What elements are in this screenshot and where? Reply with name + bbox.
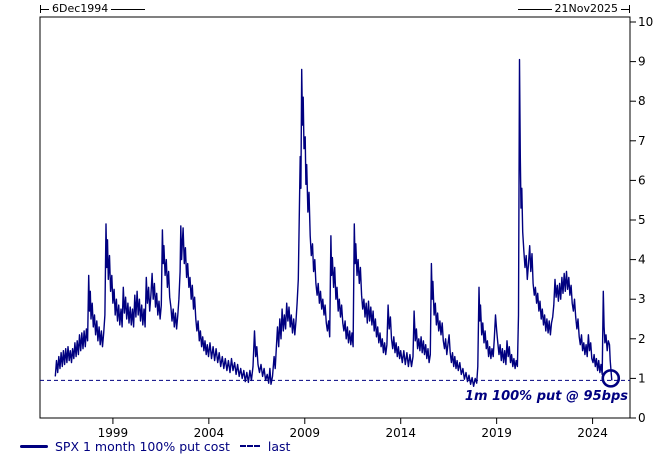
range-line-icon xyxy=(41,8,49,10)
last-dash-swatch-icon xyxy=(239,445,260,447)
legend: SPX 1 month 100% put cost last xyxy=(20,438,290,454)
y-tick-label: 1 xyxy=(638,371,646,385)
range-tick-right-icon xyxy=(629,5,630,13)
y-tick-label: 2 xyxy=(638,332,646,346)
range-tick-left-icon xyxy=(40,5,41,13)
range-line-icon xyxy=(517,8,552,10)
y-tick-label: 6 xyxy=(638,173,646,187)
y-tick-label: 0 xyxy=(638,411,646,425)
y-tick-label: 10 xyxy=(638,15,653,29)
x-tick-label: 1999 xyxy=(98,426,129,440)
date-range-end: 21Nov2025 xyxy=(517,2,630,15)
plot-border xyxy=(39,16,631,419)
x-tick-label: 2024 xyxy=(577,426,608,440)
date-range-start: 6Dec1994 xyxy=(40,2,146,15)
x-tick-label: 2019 xyxy=(481,426,512,440)
series-legend-label: SPX 1 month 100% put cost xyxy=(55,438,230,454)
x-tick-label: 2009 xyxy=(290,426,321,440)
series-line xyxy=(54,58,613,387)
y-tick-label: 4 xyxy=(638,253,646,267)
y-tick-label: 8 xyxy=(638,94,646,108)
last-value-annotation: 1m 100% put @ 95bps xyxy=(464,389,628,404)
y-tick-label: 7 xyxy=(638,134,646,148)
last-point-marker xyxy=(601,369,621,388)
range-line-icon xyxy=(621,8,629,10)
y-tick-label: 3 xyxy=(638,292,646,306)
y-tick-label: 5 xyxy=(638,213,646,227)
range-line-icon xyxy=(111,8,146,10)
series-line-swatch-icon xyxy=(20,444,48,448)
end-date-label: 21Nov2025 xyxy=(554,2,618,15)
y-tick-label: 9 xyxy=(638,55,646,69)
start-date-label: 6Dec1994 xyxy=(52,2,109,15)
x-tick-label: 2004 xyxy=(194,426,225,440)
last-legend-label: last xyxy=(267,438,291,454)
x-tick-label: 2014 xyxy=(385,426,416,440)
